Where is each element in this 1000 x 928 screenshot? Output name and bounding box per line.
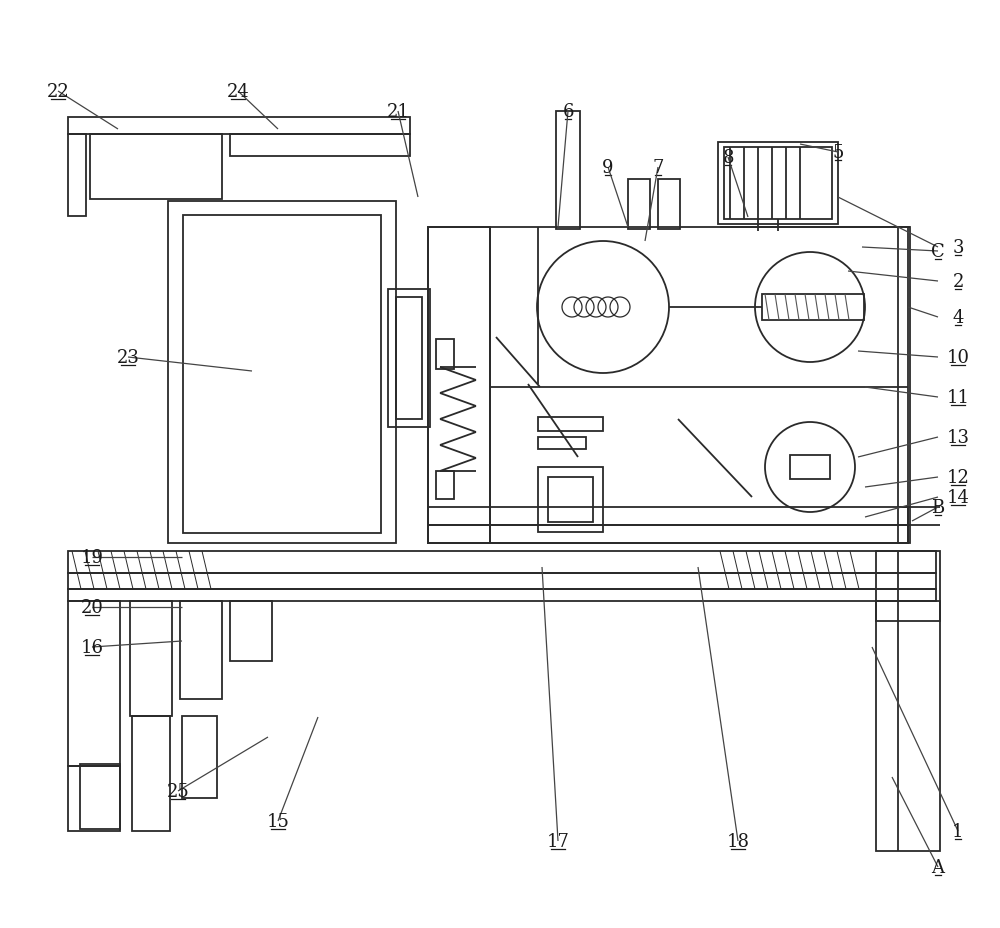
Bar [68, 118, 410, 135]
Text: 10: 10 [946, 349, 970, 367]
Text: 25: 25 [167, 782, 189, 800]
Bar [230, 601, 272, 662]
Text: 20: 20 [81, 599, 103, 616]
Bar [436, 471, 454, 499]
Bar [556, 112, 580, 230]
Bar [396, 298, 422, 419]
Bar [68, 767, 120, 831]
Bar [230, 135, 410, 157]
Bar [428, 508, 908, 525]
Text: 2: 2 [952, 273, 964, 290]
Bar [90, 135, 222, 200]
Text: 12: 12 [947, 469, 969, 486]
Bar [628, 180, 650, 230]
Bar [876, 601, 940, 622]
Text: A: A [932, 858, 944, 876]
Bar [388, 290, 430, 428]
Bar [180, 601, 222, 699]
Text: 1: 1 [952, 822, 964, 840]
Bar [68, 589, 936, 601]
Bar [68, 574, 936, 589]
Text: 14: 14 [947, 488, 969, 507]
Bar [130, 601, 172, 716]
Bar [428, 227, 490, 544]
Bar [548, 478, 593, 522]
Bar [168, 201, 396, 544]
Bar [762, 295, 864, 321]
Text: 13: 13 [946, 429, 970, 446]
Bar [790, 456, 830, 480]
Text: 6: 6 [562, 103, 574, 121]
Bar [658, 180, 680, 230]
Text: 8: 8 [722, 148, 734, 167]
Text: B: B [931, 498, 945, 517]
Bar [724, 148, 832, 220]
Text: 24: 24 [227, 83, 249, 101]
Bar [132, 716, 170, 831]
Text: 22: 22 [47, 83, 69, 101]
Text: 17: 17 [547, 832, 569, 850]
Text: 3: 3 [952, 238, 964, 257]
Text: 9: 9 [602, 159, 614, 177]
Bar [898, 227, 910, 544]
Bar [538, 418, 603, 432]
Text: 4: 4 [952, 309, 964, 327]
Bar [436, 340, 454, 369]
Bar [80, 764, 120, 829]
Bar [183, 216, 381, 534]
Text: 21: 21 [387, 103, 409, 121]
Bar [876, 551, 940, 851]
Text: 5: 5 [832, 144, 844, 161]
Bar [538, 437, 586, 449]
Bar [182, 716, 217, 798]
Text: 7: 7 [652, 159, 664, 177]
Text: 11: 11 [946, 389, 970, 406]
Text: 16: 16 [81, 638, 104, 656]
Text: 23: 23 [117, 349, 139, 367]
Bar [68, 135, 86, 217]
Bar [68, 601, 120, 767]
Text: C: C [931, 243, 945, 261]
Bar [428, 525, 908, 544]
Text: 19: 19 [81, 548, 104, 566]
Bar [538, 468, 603, 533]
Bar [428, 227, 908, 544]
Bar [68, 551, 936, 574]
Text: 15: 15 [267, 812, 289, 831]
Bar [718, 143, 838, 225]
Text: 18: 18 [726, 832, 750, 850]
